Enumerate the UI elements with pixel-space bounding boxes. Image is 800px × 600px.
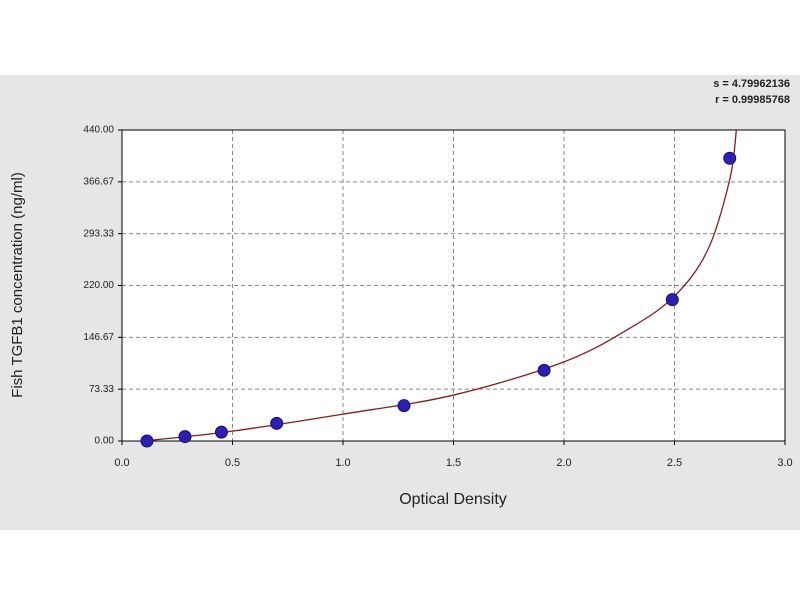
annotation: r = 0.99985768 [715,94,790,106]
y-tick-label: 366.67 [83,176,114,187]
x-tick-label: 3.0 [777,457,792,469]
data-point [397,399,411,413]
y-tick-label: 440.00 [83,125,114,136]
x-tick-label: 0.5 [225,457,240,469]
y-tick-label: 293.33 [83,228,114,239]
data-point [723,151,737,165]
y-tick-label: 0.00 [95,436,115,447]
data-point [665,293,679,307]
data-point [270,416,284,430]
plot-border [121,129,786,442]
x-tick-label: 2.5 [667,457,682,469]
annotation: s = 4.79962136 [713,78,790,90]
y-tick-label: 220.00 [83,280,114,291]
data-point [537,363,551,377]
data-point [178,430,192,444]
x-tick-label: 2.0 [556,457,571,469]
y-tick-label: 73.33 [89,384,114,395]
x-tick-label: 1.5 [446,457,461,469]
data-point [140,434,154,448]
x-axis-label: Optical Density [399,491,507,508]
y-tick-label: 146.67 [83,332,114,343]
data-point [214,425,228,439]
x-tick-label: 1.0 [335,457,350,469]
x-tick-label: 0.0 [114,457,129,469]
y-axis-label: Fish TGFB1 concentration (ng/ml) [9,172,26,398]
